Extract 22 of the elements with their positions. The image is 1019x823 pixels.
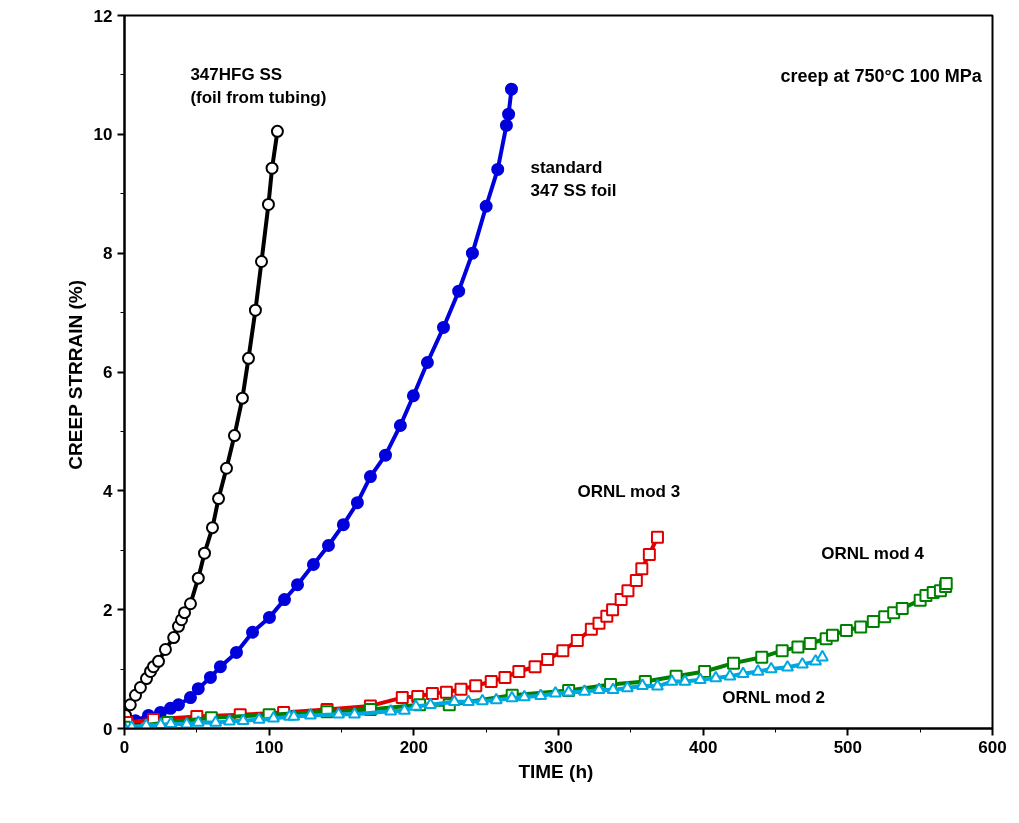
series-label: standard 347 SS foil: [530, 158, 617, 200]
y-tick-label: 0: [103, 719, 113, 739]
x-tick-label: 500: [833, 737, 863, 757]
y-tick-label: 10: [93, 125, 113, 145]
y-tick-label: 6: [103, 363, 113, 382]
y-tick-label: 8: [103, 244, 113, 264]
y-tick-label: 4: [103, 481, 114, 501]
x-tick-label: 600: [978, 737, 1007, 757]
x-tick-label: 300: [544, 737, 573, 757]
x-tick-label: 100: [254, 737, 284, 757]
y-axis-title: CREEP STRRAIN (%): [64, 279, 86, 470]
x-tick-label: 0: [119, 737, 130, 757]
y-tick-label: 2: [103, 600, 113, 620]
y-tick-label: 12: [93, 6, 113, 26]
x-tick-label: 200: [399, 737, 429, 757]
x-axis-title: TIME (h): [518, 760, 594, 782]
annotation: creep at 750°C 100 MPa: [780, 65, 983, 86]
series-label: ORNL mod 2: [722, 687, 826, 707]
x-tick-label: 400: [688, 737, 718, 757]
series-label: ORNL mod 4: [821, 543, 925, 563]
text: ORNL mod 3: [577, 482, 681, 502]
text: 347HFG SS (foil from tubing): [190, 65, 327, 108]
